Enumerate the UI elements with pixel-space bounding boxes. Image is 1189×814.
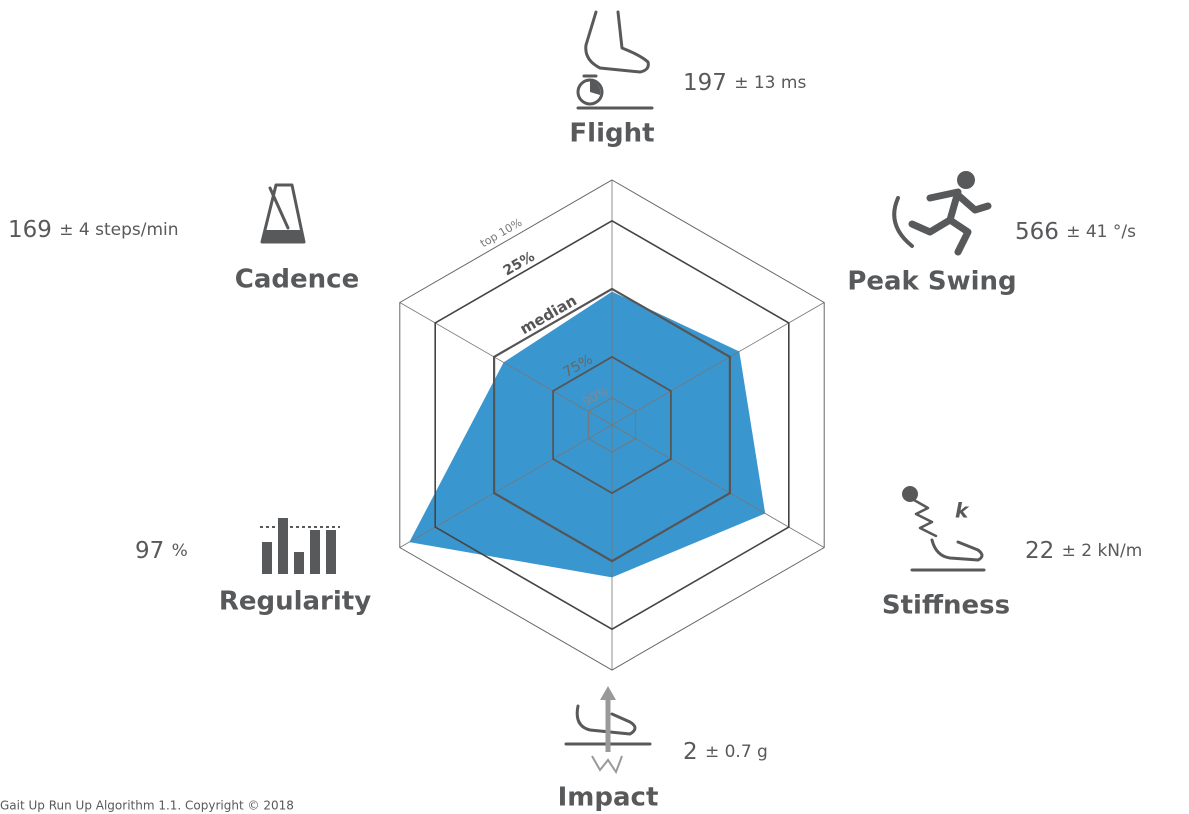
ring [587,397,637,453]
reading-value: 2 [683,739,698,765]
axis-reading: 566 ± 41 °/s [1015,219,1136,245]
cadence-icon [260,183,306,244]
reading-spread: ± 41 °/s [1066,222,1136,242]
reading-spread: % [172,541,188,561]
footer: Gait Up Run Up Algorithm 1.1. Copyright … [0,799,294,813]
axis-reading: 2 ± 0.7 g [683,739,768,765]
impact-icon [564,686,652,775]
reading-value: 566 [1015,219,1059,245]
regularity-icon [260,518,340,574]
reading-value: 197 [683,70,727,96]
reading-value: 169 [8,217,52,243]
reading-spread: ± 13 ms [734,73,806,93]
ring-label: top 10% [478,216,524,250]
axis-reading: 97 % [135,538,188,564]
axis-label: Regularity [219,587,371,617]
axis-label: Impact [558,783,659,813]
data-area [409,291,766,578]
reading-value: 22 [1025,538,1054,564]
axis-reading: 197 ± 13 ms [683,70,806,96]
reading-spread: ± 2 kN/m [1062,541,1143,561]
axis-label: Flight [569,119,654,149]
axis-label: Stiffness [882,591,1010,621]
ring [399,179,825,671]
reading-spread: ± 4 steps/min [59,220,178,240]
k-symbol: k [955,499,970,523]
reading-spread: ± 0.7 g [705,742,768,762]
flight-icon [576,10,654,110]
ring [434,219,790,631]
ring [493,287,732,563]
axis-reading: 169 ± 4 steps/min [8,217,179,243]
reading-value: 97 [135,538,164,564]
peak-swing-icon [892,171,992,256]
stiffness-icon: k [902,486,986,572]
ring [552,355,672,495]
axis-label: Peak Swing [847,267,1016,297]
axis-reading: 22 ± 2 kN/m [1025,538,1142,564]
axis-label: Cadence [235,265,359,295]
